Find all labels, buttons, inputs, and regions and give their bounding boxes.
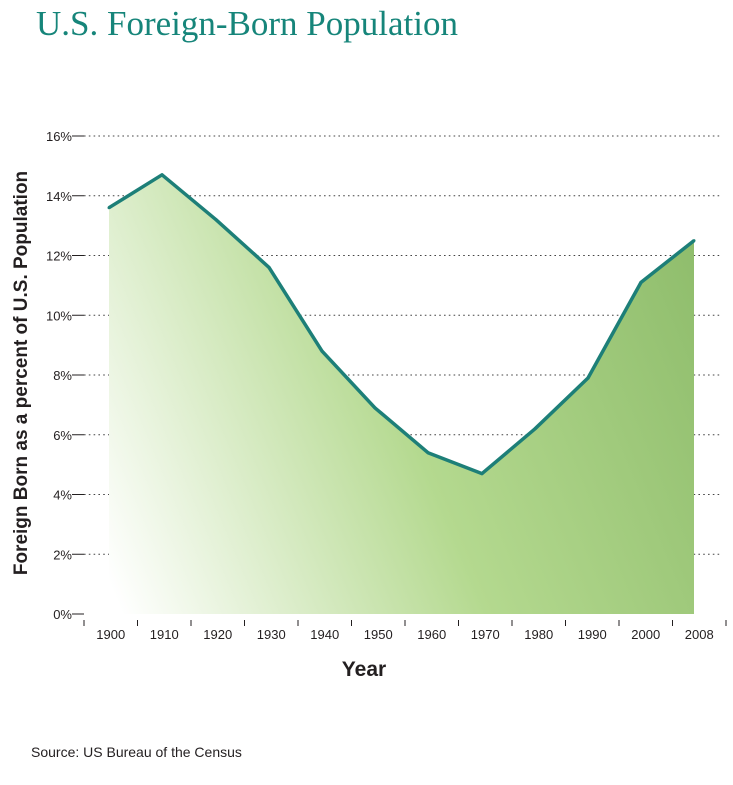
- data-point: [214, 218, 218, 222]
- chart-title: U.S. Foreign-Born Population: [36, 4, 458, 43]
- data-point: [639, 280, 643, 284]
- data-point: [480, 472, 484, 476]
- data-point: [160, 173, 164, 177]
- x-tick-label: 1980: [524, 627, 553, 642]
- y-tick-label: 10%: [46, 308, 72, 323]
- y-tick-label: 16%: [46, 129, 72, 144]
- data-point: [267, 265, 271, 269]
- data-point: [692, 239, 696, 243]
- y-axis-label: Foreign Born as a percent of U.S. Popula…: [11, 170, 32, 576]
- x-tick-label: 1990: [578, 627, 607, 642]
- data-point: [586, 376, 590, 380]
- y-tick-label: 4%: [53, 488, 72, 503]
- data-point: [426, 451, 430, 455]
- x-tick-label: 1950: [364, 627, 393, 642]
- x-tick-label: 1970: [471, 627, 500, 642]
- x-tick-label: 2000: [631, 627, 660, 642]
- x-tick-label: 1910: [150, 627, 179, 642]
- y-tick-label: 8%: [53, 368, 72, 383]
- x-tick-label: 1900: [96, 627, 125, 642]
- data-point: [373, 406, 377, 410]
- data-point: [533, 427, 537, 431]
- series-line: [108, 173, 696, 476]
- source-note: Source: US Bureau of the Census: [31, 744, 242, 760]
- x-tick-label: 1920: [203, 627, 232, 642]
- x-tick-label: 2008: [685, 627, 714, 642]
- x-tick-label: 1940: [310, 627, 339, 642]
- y-tick-label: 14%: [46, 189, 72, 204]
- tick-labels: 0% 2% 4% 6% 8% 10% 12% 14% 16% 1900 1910 1920 1930 19…: [46, 129, 714, 642]
- axes: [72, 135, 727, 626]
- data-point: [107, 206, 111, 210]
- y-tick-label: 2%: [53, 547, 72, 562]
- x-tick-label: 1930: [257, 627, 286, 642]
- x-axis-label: Year: [341, 658, 387, 681]
- y-tick-label: 6%: [53, 428, 72, 443]
- data-point: [320, 349, 324, 353]
- area-fill: [109, 174, 694, 615]
- y-tick-label: 0%: [53, 607, 72, 622]
- y-tick-label: 12%: [46, 249, 72, 264]
- x-tick-label: 1960: [417, 627, 446, 642]
